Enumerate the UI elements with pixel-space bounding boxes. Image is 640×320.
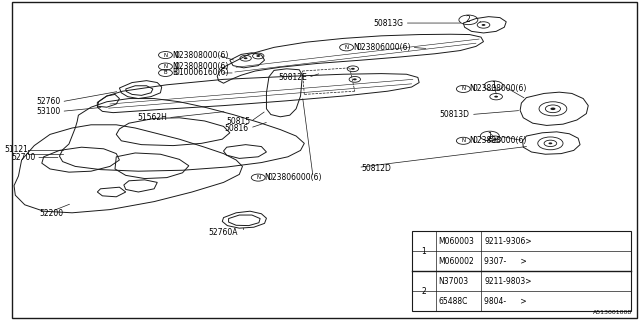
Text: 50812E: 50812E [278,73,307,82]
Text: 50812D: 50812D [361,164,391,173]
Circle shape [550,108,556,110]
Text: 023808000(6): 023808000(6) [473,136,527,145]
Text: 52760A: 52760A [209,228,238,237]
Circle shape [257,55,260,57]
Text: N: N [163,52,168,58]
Text: M060003: M060003 [438,236,475,245]
Text: 2: 2 [466,15,471,24]
Text: B: B [164,70,167,76]
Circle shape [482,24,485,26]
Text: 50815: 50815 [226,117,250,126]
Text: N: N [344,45,349,50]
Text: B: B [172,68,177,77]
Circle shape [548,142,552,144]
Text: 023808000(6): 023808000(6) [174,62,228,71]
Circle shape [244,57,248,59]
Text: 1: 1 [488,132,492,140]
Text: N: N [163,64,168,69]
Text: 1: 1 [492,81,496,90]
Text: 023806000(6): 023806000(6) [268,173,322,182]
Text: 023808000(6): 023808000(6) [174,51,228,60]
Text: N: N [461,86,465,92]
Circle shape [353,78,356,80]
Text: 2: 2 [421,286,426,296]
Text: 52760: 52760 [36,97,61,106]
Text: N: N [470,136,476,145]
Text: 1: 1 [421,246,426,256]
Text: 9211-9803>: 9211-9803> [484,276,532,285]
Text: N: N [172,62,177,71]
Text: 51121: 51121 [4,145,28,154]
Text: M060002: M060002 [438,257,474,266]
Text: 9804-      >: 9804- > [484,297,527,306]
Text: N: N [172,51,177,60]
Text: N: N [353,43,358,52]
Text: N: N [256,175,260,180]
Text: 50813G: 50813G [373,19,403,28]
Text: N37003: N37003 [438,276,469,285]
Text: N: N [264,173,270,182]
Text: 023806000(6): 023806000(6) [356,43,410,52]
Circle shape [351,68,355,70]
Text: N: N [461,138,465,143]
Text: 023808000(6): 023808000(6) [473,84,527,93]
Text: A513001008: A513001008 [593,310,632,315]
Text: 9211-9306>: 9211-9306> [484,236,532,245]
Text: N: N [470,84,476,93]
Text: 9307-      >: 9307- > [484,257,527,266]
Bar [412,231,630,311]
Text: 51562H: 51562H [137,113,167,122]
Circle shape [494,96,498,98]
Text: 010006160(6): 010006160(6) [174,68,229,77]
Circle shape [493,138,497,140]
Text: 50813D: 50813D [440,110,470,119]
Text: 50816: 50816 [225,124,249,132]
Text: 65488C: 65488C [438,297,468,306]
Text: 52200: 52200 [40,209,64,218]
Text: 52700: 52700 [12,153,35,162]
Text: 53100: 53100 [36,107,61,116]
